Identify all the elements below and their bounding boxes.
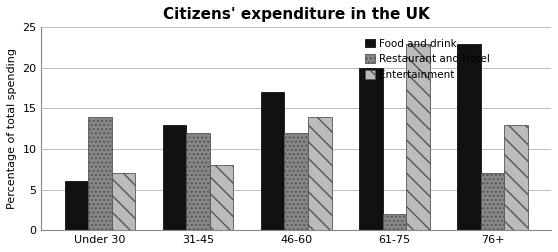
Bar bbox=[112, 173, 135, 230]
Bar bbox=[383, 214, 406, 230]
Bar bbox=[359, 68, 383, 230]
Bar bbox=[406, 44, 430, 230]
Bar bbox=[504, 125, 528, 230]
Bar bbox=[210, 165, 233, 230]
Legend: Food and drink, Restaurant and Hotel, Entertainment: Food and drink, Restaurant and Hotel, En… bbox=[363, 37, 492, 82]
Bar bbox=[261, 92, 285, 230]
Bar bbox=[481, 173, 504, 230]
Bar bbox=[163, 125, 186, 230]
Bar bbox=[65, 181, 88, 230]
Bar bbox=[308, 117, 331, 230]
Title: Citizens' expenditure in the UK: Citizens' expenditure in the UK bbox=[163, 7, 430, 22]
Bar bbox=[457, 44, 481, 230]
Bar bbox=[88, 117, 112, 230]
Bar bbox=[186, 133, 210, 230]
Y-axis label: Percentage of total spending: Percentage of total spending bbox=[7, 48, 17, 209]
Bar bbox=[285, 133, 308, 230]
